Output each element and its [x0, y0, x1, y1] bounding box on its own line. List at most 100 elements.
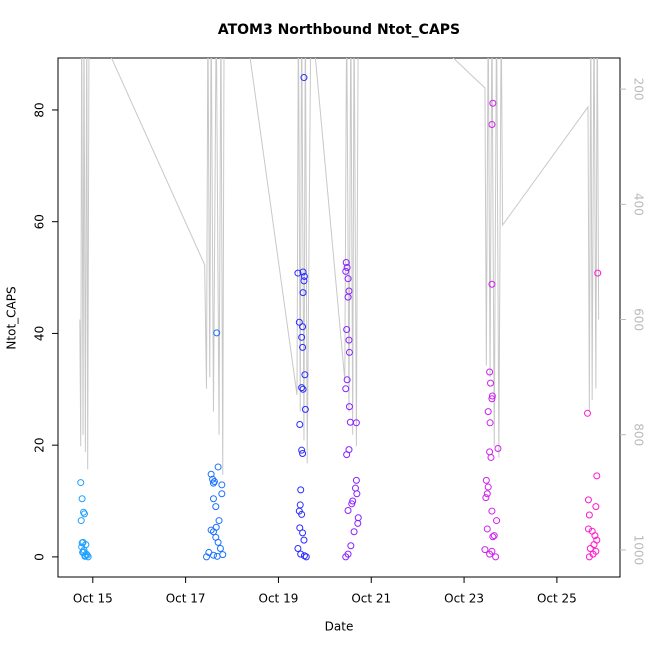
- chart-title: ATOM3 Northbound Ntot_CAPS: [218, 22, 460, 38]
- y2-tick-label: 800: [632, 423, 646, 446]
- plot-area: [77, 58, 602, 561]
- y2-tick-label: 1000: [632, 535, 646, 566]
- point: [300, 272, 308, 280]
- point: [298, 446, 306, 454]
- point: [487, 379, 495, 387]
- x-tick-label: Oct 25: [537, 592, 577, 606]
- point: [585, 553, 593, 561]
- point: [343, 326, 351, 334]
- point: [299, 289, 307, 297]
- point: [300, 277, 308, 285]
- point: [351, 484, 359, 492]
- point: [585, 511, 593, 519]
- point: [80, 510, 88, 518]
- point: [590, 541, 598, 549]
- point: [345, 403, 353, 411]
- point: [298, 384, 306, 392]
- point: [300, 552, 308, 560]
- point: [343, 263, 351, 271]
- point: [342, 385, 350, 393]
- y-tick-label: 80: [33, 102, 47, 117]
- y2-tick-label: 200: [632, 78, 646, 101]
- point: [488, 280, 496, 288]
- point: [486, 419, 494, 427]
- x-tick-label: Oct 15: [73, 592, 113, 606]
- point: [300, 536, 308, 544]
- point: [486, 368, 494, 376]
- point: [294, 269, 302, 277]
- point: [296, 420, 304, 428]
- point: [218, 481, 226, 489]
- point: [299, 529, 307, 537]
- point: [343, 451, 351, 459]
- point: [489, 99, 497, 107]
- point: [486, 448, 494, 456]
- y-tick-label: 0: [33, 553, 47, 561]
- y2-tick-label: 600: [632, 308, 646, 331]
- point: [481, 546, 489, 554]
- point: [350, 528, 358, 536]
- point: [488, 395, 496, 403]
- point: [297, 486, 305, 494]
- point: [207, 470, 215, 478]
- point: [489, 533, 497, 541]
- point: [492, 553, 500, 561]
- point: [593, 472, 601, 480]
- point: [342, 258, 350, 266]
- point: [300, 74, 308, 82]
- point: [297, 550, 305, 558]
- point: [295, 318, 303, 326]
- point: [484, 408, 492, 416]
- point: [302, 553, 310, 561]
- point: [484, 483, 492, 491]
- point: [343, 376, 351, 384]
- point: [299, 385, 307, 393]
- y-tick-label: 20: [33, 438, 47, 453]
- x-tick-label: Oct 23: [444, 592, 484, 606]
- point: [494, 445, 502, 453]
- point: [298, 510, 306, 518]
- point: [584, 525, 592, 533]
- point: [352, 419, 360, 427]
- point: [219, 551, 227, 559]
- y2-tick-label: 400: [632, 193, 646, 216]
- point: [586, 545, 594, 553]
- x-tick-label: Oct 21: [351, 592, 391, 606]
- point: [209, 495, 217, 503]
- y-axis-label: Ntot_CAPS: [5, 286, 19, 349]
- point: [348, 500, 356, 508]
- point: [77, 479, 85, 487]
- y-tick-label: 40: [33, 326, 47, 341]
- point: [488, 507, 496, 515]
- point: [299, 323, 307, 331]
- point: [493, 517, 501, 525]
- point: [345, 336, 353, 344]
- point: [77, 517, 85, 525]
- point: [345, 287, 353, 295]
- point: [591, 532, 599, 540]
- point: [212, 503, 220, 511]
- point: [78, 539, 86, 547]
- point: [344, 293, 352, 301]
- point: [487, 453, 495, 461]
- x-axis-label: Date: [325, 620, 354, 634]
- point: [482, 494, 490, 502]
- point: [299, 450, 307, 458]
- point: [214, 463, 222, 471]
- point: [301, 371, 309, 379]
- point: [347, 542, 355, 550]
- point: [218, 490, 226, 498]
- point: [584, 496, 592, 504]
- point: [344, 275, 352, 283]
- point: [354, 519, 362, 527]
- point: [294, 545, 302, 553]
- point: [342, 553, 350, 561]
- point: [203, 553, 211, 561]
- point: [299, 343, 307, 351]
- y-tick-label: 60: [33, 214, 47, 229]
- point: [216, 545, 224, 553]
- point: [81, 552, 89, 560]
- point: [342, 267, 350, 275]
